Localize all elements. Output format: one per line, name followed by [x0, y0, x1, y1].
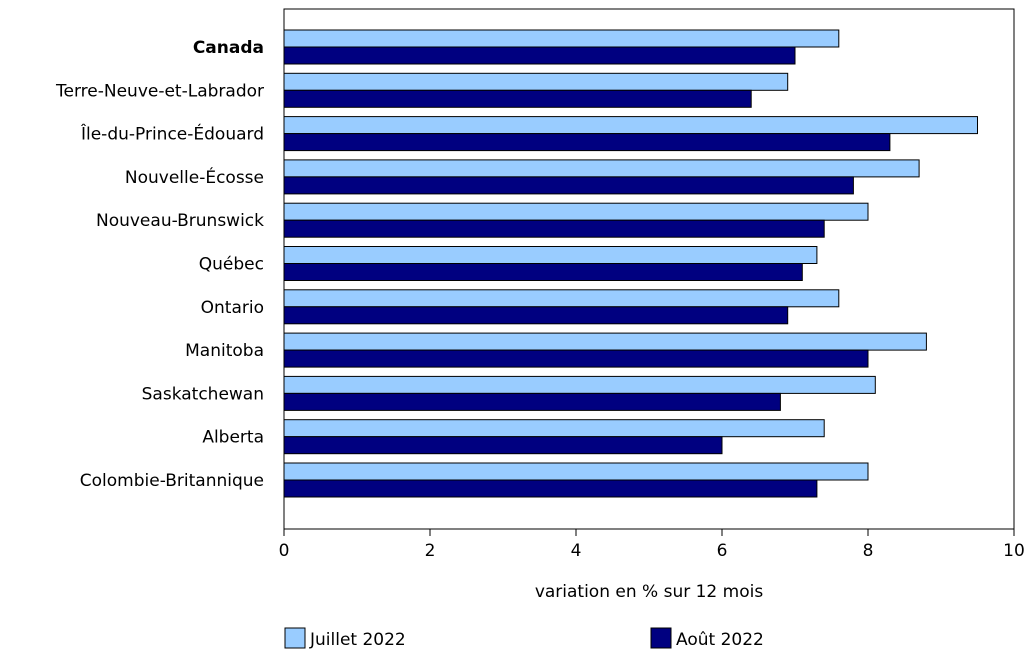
- legend-label-2: Août 2022: [676, 630, 764, 649]
- x-axis-title: variation en % sur 12 mois: [535, 582, 764, 602]
- bar-series1-9: [283, 419, 825, 438]
- category-label: Ontario: [201, 298, 264, 318]
- bar-series2-2: [283, 133, 891, 152]
- x-tick-label: 2: [425, 541, 436, 561]
- bar-series1-5: [283, 246, 818, 264]
- bar-series2-4: [283, 219, 825, 238]
- category-label: Nouveau-Brunswick: [96, 211, 264, 231]
- legend-swatch-1: [284, 627, 306, 649]
- category-label: Colombie-Britannique: [80, 471, 264, 491]
- x-tick-label: 8: [863, 541, 874, 561]
- category-labels: Canada Terre-Neuve-et-Labrador Île-du-Prin…: [55, 38, 264, 491]
- category-label: Saskatchewan: [142, 384, 264, 404]
- bar-series1-4: [283, 202, 869, 221]
- bar-series1-1: [283, 72, 789, 91]
- bars-layer: [283, 29, 978, 498]
- bar-series1-6: [283, 289, 840, 308]
- bar-series2-8: [283, 392, 781, 411]
- category-label: Québec: [199, 255, 264, 275]
- legend-label-1: Juillet 2022: [309, 630, 406, 649]
- x-tick-label: 10: [1003, 541, 1025, 561]
- category-label: Île-du-Prince-Édouard: [80, 123, 264, 145]
- bar-series2-0: [283, 46, 796, 65]
- bar-series1-8: [283, 375, 876, 394]
- bar-series2-10: [283, 479, 818, 498]
- bar-series1-7: [283, 332, 927, 351]
- x-axis-ticks: 0 2 4 6 8 10: [279, 529, 1025, 561]
- bar-series2-3: [283, 176, 854, 195]
- category-label: Terre-Neuve-et-Labrador: [55, 81, 264, 101]
- category-label: Manitoba: [185, 341, 264, 361]
- category-label: Alberta: [202, 428, 264, 448]
- bar-series2-6: [283, 306, 789, 325]
- x-tick-label: 6: [717, 541, 728, 561]
- bar-series2-1: [283, 89, 752, 108]
- bar-series1-10: [283, 462, 869, 481]
- bar-series1-3: [283, 159, 920, 178]
- legend: Juillet 2022 Août 2022: [284, 627, 764, 649]
- plot-frame: [283, 8, 1015, 530]
- bar-series2-9: [283, 436, 723, 455]
- x-tick-label: 0: [279, 541, 290, 561]
- bar-series2-5: [283, 263, 803, 281]
- bar-series1-0: [283, 29, 840, 48]
- category-label: Nouvelle-Écosse: [125, 166, 264, 188]
- bar-series2-7: [283, 349, 869, 368]
- category-label: Canada: [193, 38, 264, 58]
- x-tick-label: 4: [571, 541, 582, 561]
- legend-swatch-2: [650, 627, 672, 649]
- bar-series1-2: [283, 116, 978, 135]
